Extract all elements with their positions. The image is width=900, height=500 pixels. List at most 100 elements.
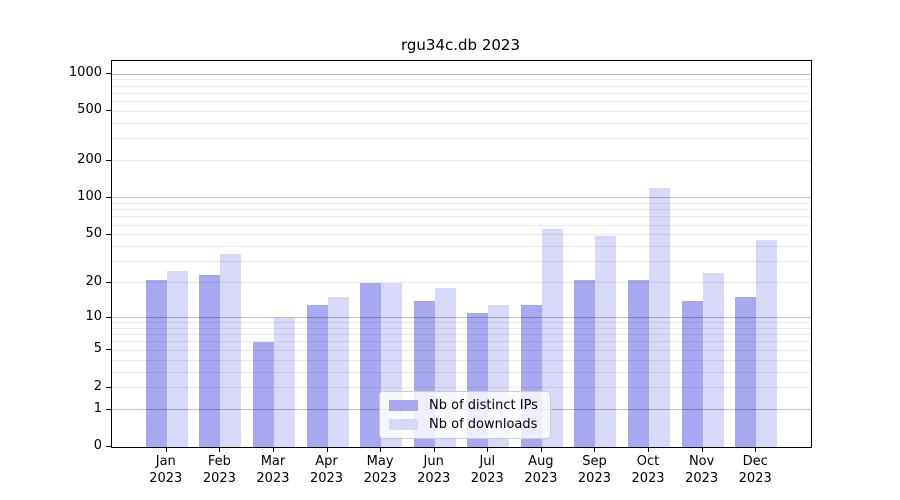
y-axis-tick-label: 50: [85, 225, 102, 241]
y-axis-tick: [106, 73, 111, 75]
x-axis-tick-label: Feb 2023: [202, 454, 236, 486]
x-axis-tick-label: Jan 2023: [149, 454, 183, 486]
minor-gridline: [112, 79, 811, 81]
y-axis-tick-label: 20: [85, 273, 102, 289]
y-axis-tick-label: 200: [77, 151, 102, 167]
bar-distinct-ips-mar: [252, 341, 274, 447]
x-axis-tick-label: Aug 2023: [524, 454, 558, 486]
bar-downloads-oct: [649, 188, 671, 447]
bar-downloads-dec: [756, 240, 778, 447]
major-gridline: [112, 317, 811, 319]
y-axis-tick: [106, 110, 111, 112]
legend-swatch-distinct-ips: [389, 400, 418, 411]
legend: Nb of distinct IPs Nb of downloads: [379, 391, 551, 439]
y-axis-tick: [106, 446, 111, 447]
x-axis-tick: [219, 447, 221, 452]
x-axis-tick: [701, 447, 703, 452]
minor-gridline: [112, 387, 811, 389]
bar-downloads-nov: [702, 273, 724, 447]
minor-gridline: [112, 92, 811, 94]
y-axis-tick: [106, 386, 111, 388]
y-axis-tick-label: 500: [77, 102, 102, 118]
y-axis-tick-label: 10: [85, 308, 102, 324]
y-axis-tick: [106, 233, 111, 235]
legend-label-downloads: Nb of downloads: [429, 417, 538, 432]
minor-gridline: [112, 101, 811, 103]
legend-item-downloads: Nb of downloads: [389, 417, 538, 432]
bar-downloads-jan: [166, 271, 188, 447]
minor-gridline: [112, 327, 811, 329]
minor-gridline: [112, 261, 811, 263]
x-axis-tick-label: Apr 2023: [309, 454, 344, 486]
x-axis-tick: [380, 447, 382, 452]
minor-gridline: [112, 160, 811, 162]
x-axis-tick: [487, 447, 489, 452]
x-axis-tick: [165, 447, 167, 452]
x-axis-tick: [594, 447, 596, 452]
minor-gridline: [112, 322, 811, 324]
x-axis-tick: [272, 447, 274, 452]
y-axis-tick-label: 1000: [68, 65, 102, 81]
minor-gridline: [112, 209, 811, 211]
bar-distinct-ips-may: [360, 282, 382, 447]
x-axis-tick-label: May 2023: [363, 454, 397, 486]
bar-distinct-ips-feb: [199, 275, 221, 447]
y-axis-tick: [106, 408, 111, 410]
x-axis-tick-label: Nov 2023: [685, 454, 719, 486]
x-axis-tick: [755, 447, 757, 452]
bar-distinct-ips-jan: [145, 280, 167, 447]
y-axis-tick: [106, 196, 111, 198]
x-axis-tick: [648, 447, 650, 452]
x-axis-tick-label: Jun 2023: [417, 454, 451, 486]
bar-distinct-ips-sep: [574, 280, 596, 447]
bar-distinct-ips-oct: [628, 280, 650, 447]
chart-title: rgu34c.db 2023: [400, 36, 521, 54]
minor-gridline: [112, 282, 811, 284]
x-axis-tick-label: Mar 2023: [256, 454, 290, 486]
x-axis-tick: [326, 447, 328, 452]
x-axis-tick-label: Dec 2023: [738, 454, 772, 486]
minor-gridline: [112, 334, 811, 336]
minor-gridline: [112, 359, 811, 361]
x-axis-tick: [540, 447, 542, 452]
bar-distinct-ips-apr: [306, 304, 328, 447]
x-axis-tick: [433, 447, 435, 452]
minor-gridline: [112, 234, 811, 236]
y-axis-tick-label: 1: [93, 400, 102, 416]
y-axis-tick: [106, 281, 111, 283]
minor-gridline: [112, 110, 811, 112]
minor-gridline: [112, 85, 811, 87]
legend-label-distinct-ips: Nb of distinct IPs: [429, 398, 538, 413]
y-axis-tick: [106, 316, 111, 318]
minor-gridline: [112, 138, 811, 140]
x-axis-tick-label: Oct 2023: [631, 454, 665, 486]
minor-gridline: [112, 216, 811, 218]
plot-area: [111, 60, 812, 448]
y-axis-tick-label: 2: [93, 378, 102, 394]
legend-swatch-downloads: [389, 419, 418, 430]
minor-gridline: [112, 224, 811, 226]
y-axis-tick-label: 0: [93, 438, 102, 453]
minor-gridline: [112, 202, 811, 204]
minor-gridline: [112, 246, 811, 248]
minor-gridline: [112, 371, 811, 373]
minor-gridline: [112, 122, 811, 124]
y-axis-tick: [106, 349, 111, 351]
bar-distinct-ips-dec: [735, 297, 757, 447]
minor-gridline: [112, 349, 811, 351]
y-axis-tick-label: 5: [93, 341, 102, 357]
bar-downloads-apr: [327, 297, 349, 447]
bar-downloads-sep: [595, 235, 617, 447]
major-gridline: [112, 73, 811, 75]
bar-distinct-ips-nov: [681, 300, 703, 447]
bar-downloads-mar: [273, 317, 295, 447]
y-axis-tick-label: 100: [77, 188, 102, 204]
minor-gridline: [112, 341, 811, 343]
x-axis-tick-label: Sep 2023: [577, 454, 611, 486]
major-gridline: [112, 197, 811, 199]
legend-item-distinct-ips: Nb of distinct IPs: [389, 398, 538, 413]
bar-downloads-feb: [220, 253, 242, 447]
x-axis-tick-label: Jul 2023: [470, 454, 504, 486]
y-axis-tick: [106, 159, 111, 161]
